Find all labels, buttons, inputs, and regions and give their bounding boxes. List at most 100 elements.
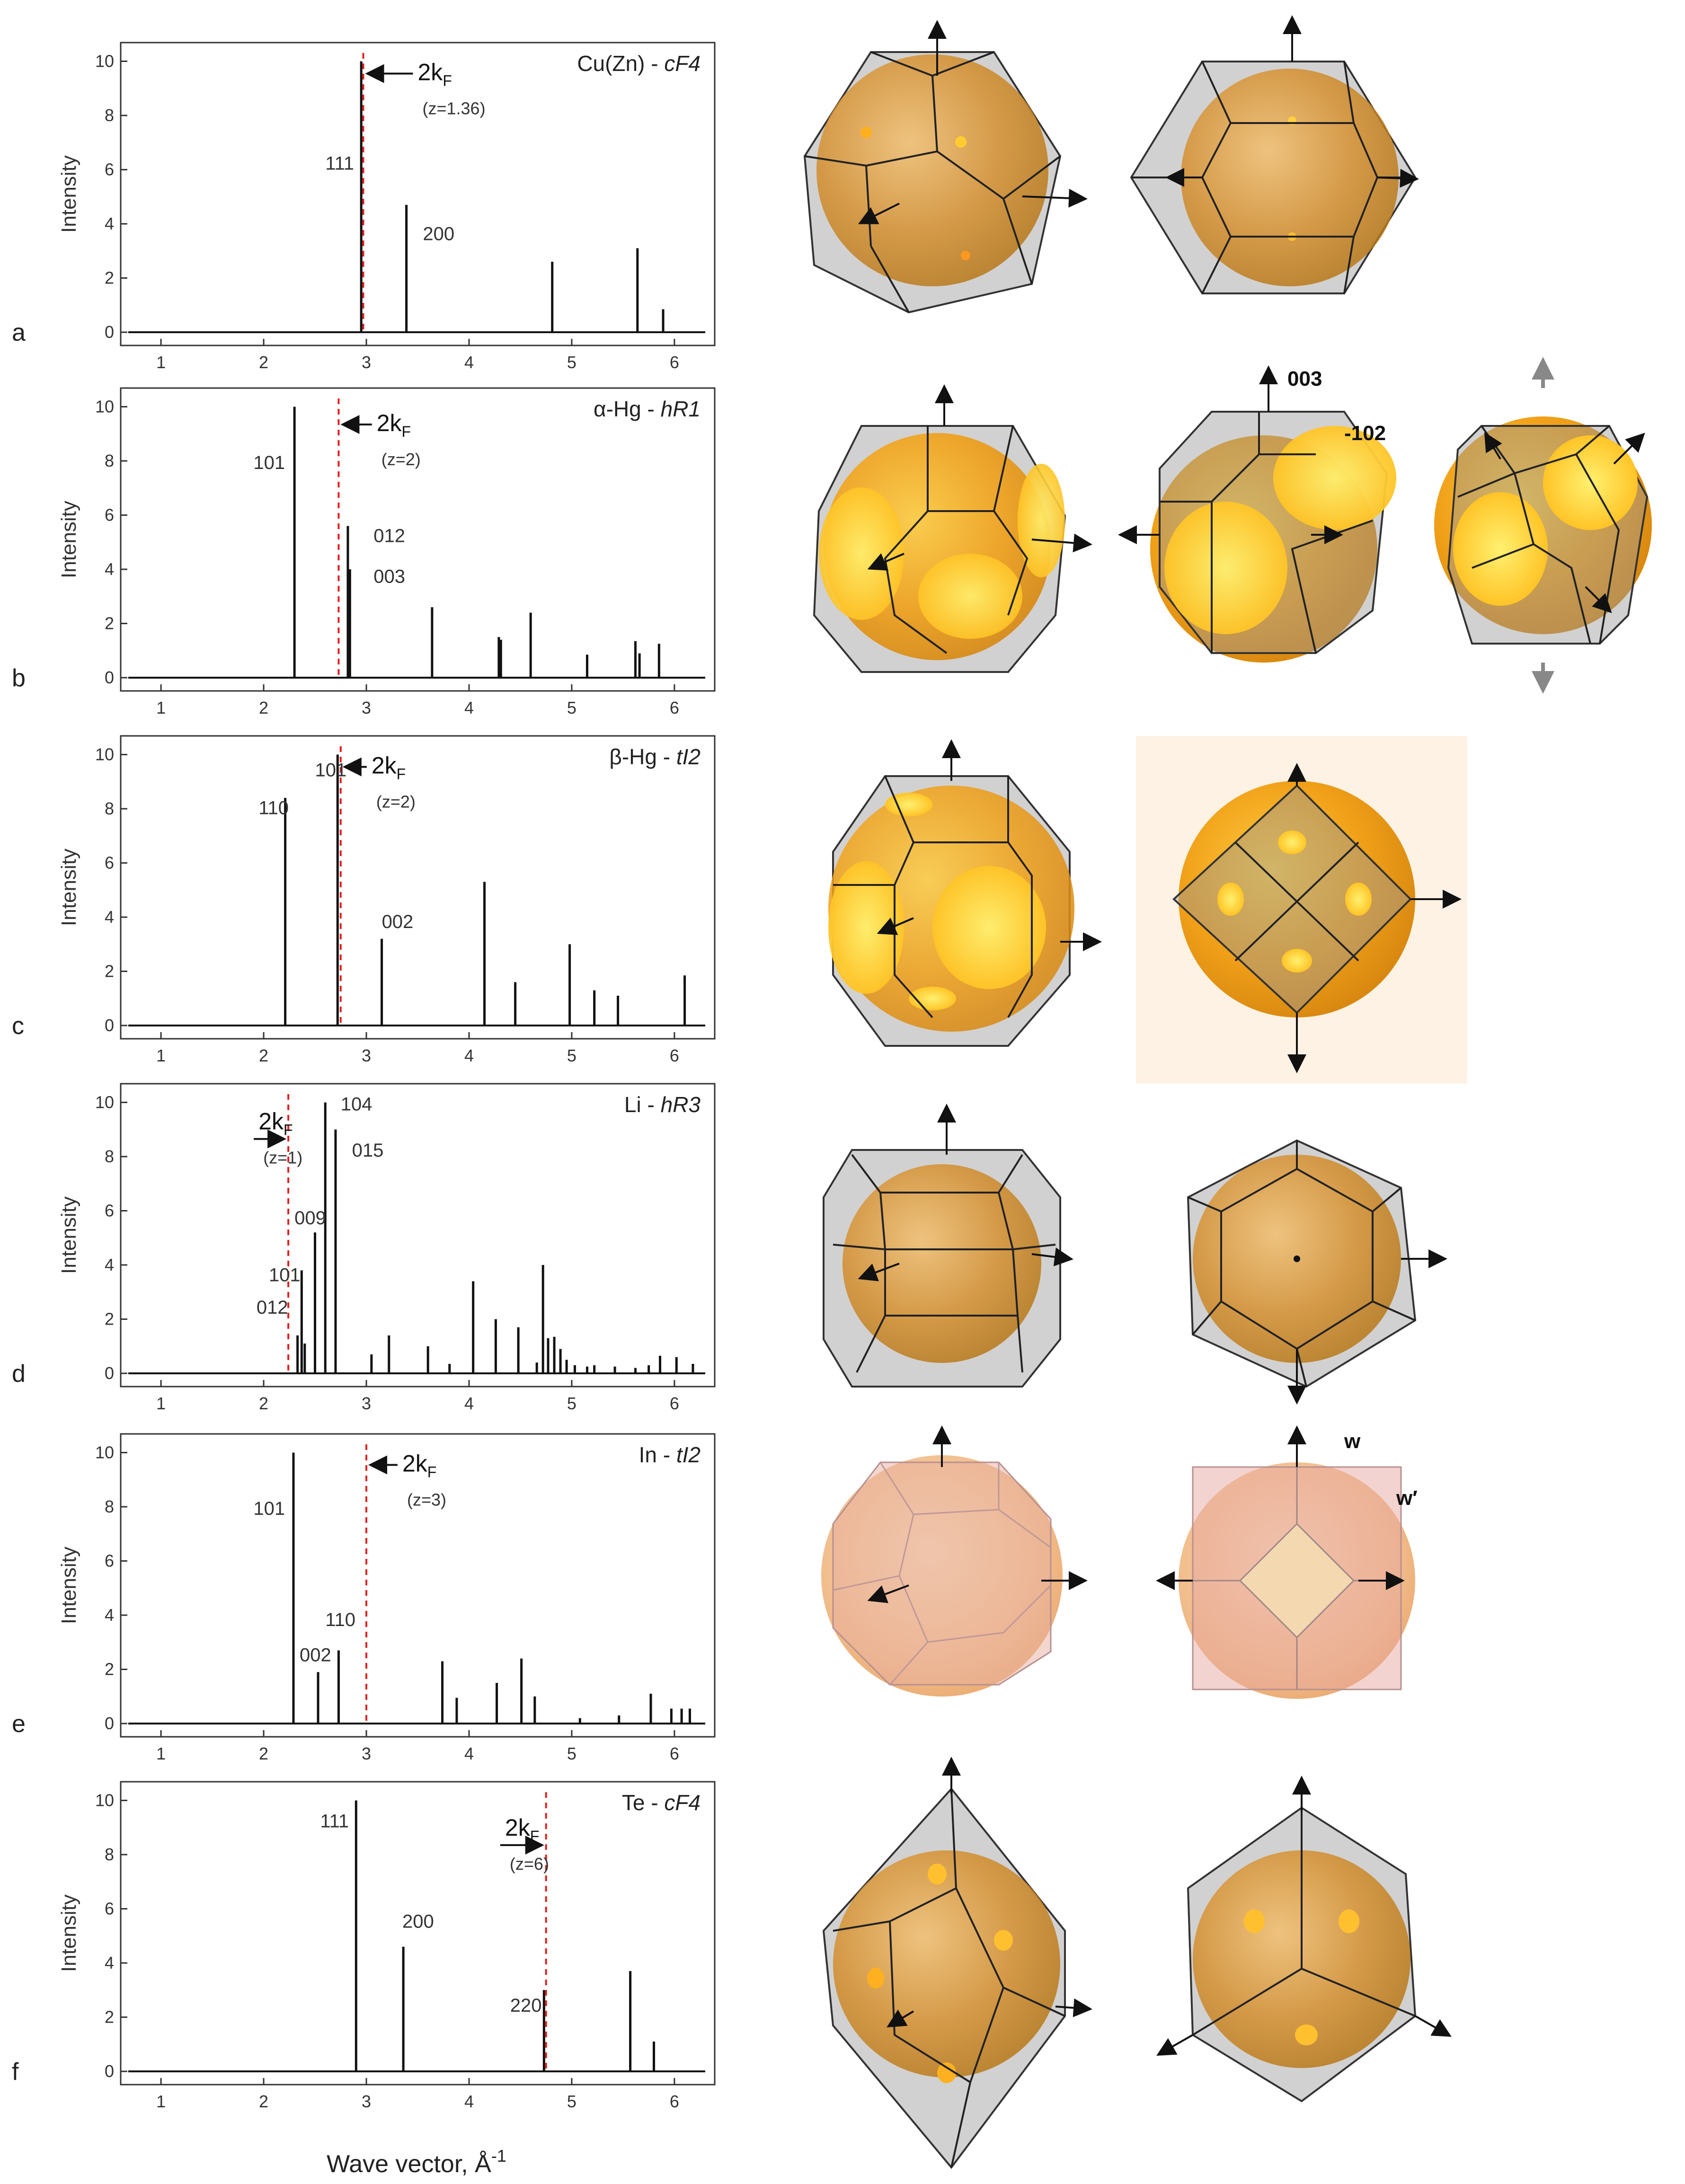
plot-frame <box>120 1781 716 2086</box>
x-tick-label: 6 <box>670 1394 679 1413</box>
x-axis-label-exponent: -1 <box>491 2146 506 2166</box>
y-tick-label: 4 <box>105 1605 114 1625</box>
x-tick-label: 4 <box>464 1046 474 1065</box>
y-tick-label: 0 <box>105 668 114 687</box>
y-axis-label: Intensity <box>57 849 80 926</box>
chart-title-italic: hR3 <box>661 1092 701 1117</box>
y-tick-label: 8 <box>105 1845 114 1864</box>
x-tick-label: 1 <box>156 1744 166 1763</box>
x-tick-label: 5 <box>567 2092 576 2111</box>
x-tick-label: 4 <box>464 698 474 717</box>
plot-frame <box>120 735 716 1040</box>
kf-label-main: 2k <box>372 752 397 779</box>
peak-label: 111 <box>325 153 354 174</box>
peak-label: 200 <box>402 1911 434 1932</box>
kf-label-main: 2k <box>258 1108 284 1135</box>
x-tick-label: 4 <box>464 2092 474 2111</box>
chart-title-italic: cF4 <box>664 51 701 76</box>
kf-z-label: (z=2) <box>381 450 421 469</box>
y-tick-label: 4 <box>105 559 114 579</box>
x-tick-label: 2 <box>259 1046 268 1065</box>
zone-in-view1 <box>821 1425 1088 1697</box>
x-tick-label: 5 <box>567 698 576 717</box>
y-tick-label: 6 <box>105 853 114 872</box>
peak-label: 110 <box>258 797 289 818</box>
y-tick-label: 4 <box>105 214 114 233</box>
plot-frame <box>120 1433 716 1738</box>
chart-title: In - tI2 <box>639 1442 701 1467</box>
y-tick-label: 8 <box>105 1147 114 1166</box>
chart-title-plain: α-Hg - <box>594 397 661 421</box>
x-tick-label: 2 <box>259 2092 268 2111</box>
peak-label: 002 <box>300 1645 331 1665</box>
zone-beta-hg-view1 <box>828 739 1102 1047</box>
plot-frame <box>120 1083 716 1388</box>
kf-label: 2kF <box>402 1450 436 1481</box>
peak-label: 101 <box>315 760 347 780</box>
zone-label-003: 003 <box>1287 367 1322 390</box>
peak-label: 104 <box>341 1094 372 1115</box>
y-tick-label: 8 <box>105 451 114 470</box>
y-tick-label: 2 <box>105 613 114 633</box>
panel-letter: e <box>12 1710 26 1738</box>
kf-label-sub: F <box>397 766 406 783</box>
y-tick-label: 10 <box>95 744 114 764</box>
zone-li-view1 <box>823 1104 1073 1388</box>
y-tick-label: 0 <box>105 1363 114 1383</box>
peak-label: 015 <box>352 1140 384 1161</box>
peak-label: 101 <box>253 452 285 473</box>
chart-title-plain: In - <box>639 1442 676 1467</box>
zone-alpha-hg-view1 <box>813 384 1092 673</box>
y-tick-label: 2 <box>105 1659 114 1679</box>
peak-label: 111 <box>320 1811 349 1832</box>
y-axis-label: Intensity <box>57 1196 80 1274</box>
y-tick-label: 6 <box>105 1551 114 1570</box>
y-axis-label: Intensity <box>57 1894 80 1972</box>
x-tick-label: 6 <box>670 1046 679 1065</box>
plot-frame <box>120 42 716 346</box>
x-tick-label: 4 <box>464 1394 474 1413</box>
zone-beta-hg-view2 <box>1136 736 1467 1084</box>
kf-label: 2kF <box>505 1814 539 1845</box>
y-tick-label: 8 <box>105 1497 114 1516</box>
y-tick-label: 10 <box>95 1092 114 1112</box>
x-tick-label: 1 <box>156 2092 166 2111</box>
chart-title: β-Hg - tI2 <box>609 744 701 769</box>
chart-title: α-Hg - hR1 <box>594 397 701 421</box>
y-tick-label: 0 <box>105 1016 114 1035</box>
kf-label: 2kF <box>418 59 452 89</box>
kf-label: 2kF <box>372 752 406 783</box>
chart-title-plain: Li - <box>624 1092 661 1117</box>
y-axis-label: Intensity <box>57 155 80 233</box>
peak-label: 002 <box>382 911 414 932</box>
kf-z-label: (z=3) <box>407 1490 446 1510</box>
peak-label: 003 <box>373 566 405 587</box>
panel-letter: b <box>12 664 26 692</box>
zone-li-view2 <box>1187 1139 1447 1405</box>
x-tick-label: 5 <box>567 353 576 372</box>
y-tick-label: 4 <box>105 1255 114 1274</box>
chart-title-italic: cF4 <box>664 1790 701 1815</box>
zone-cu-zn-view2 <box>1130 15 1419 294</box>
y-tick-label: 8 <box>105 799 114 818</box>
y-tick-label: 4 <box>105 1953 114 1972</box>
peak-label: 012 <box>257 1297 288 1318</box>
y-tick-label: 4 <box>105 907 114 927</box>
x-tick-label: 5 <box>567 1744 576 1763</box>
zone-te-view2 <box>1156 1776 1452 2103</box>
x-tick-label: 3 <box>362 353 371 372</box>
x-tick-label: 6 <box>670 353 679 372</box>
y-tick-label: 6 <box>105 159 114 179</box>
y-tick-label: 10 <box>95 1790 114 1810</box>
x-tick-label: 2 <box>259 1394 268 1413</box>
panel-letter: c <box>12 1012 24 1040</box>
x-tick-label: 1 <box>156 698 166 717</box>
x-tick-label: 1 <box>156 353 166 372</box>
y-tick-label: 0 <box>105 1714 114 1733</box>
peak-label: 200 <box>423 223 454 244</box>
zone-alpha-hg-view2: 003 -102 <box>1118 365 1396 663</box>
